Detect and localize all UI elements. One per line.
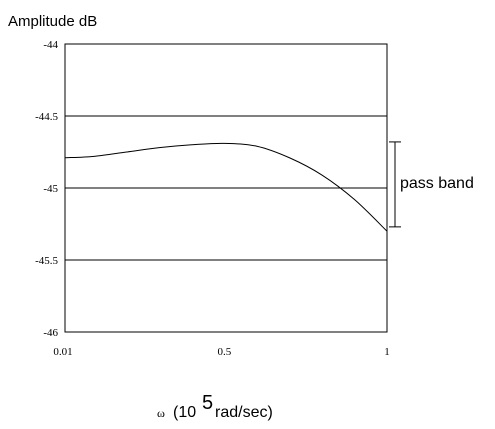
y-tick-label: -44.5 bbox=[35, 111, 58, 123]
x-axis-label-open: (10 bbox=[173, 404, 196, 421]
grid-lines bbox=[65, 115, 387, 261]
pass-band-annotation: pass band bbox=[389, 141, 474, 228]
y-axis-label: Amplitude dB bbox=[8, 13, 97, 30]
plot-frame bbox=[64, 43, 388, 333]
x-tick-label: 0.5 bbox=[217, 346, 231, 358]
x-tick-label: 0.01 bbox=[53, 346, 72, 358]
pass-band-label: pass band bbox=[400, 175, 474, 192]
y-tick-label: -45 bbox=[43, 183, 58, 195]
y-tick-labels: -44 -44.5 -45 -45.5 -46 bbox=[35, 39, 58, 339]
x-axis-label: ω (10 5 rad/sec) bbox=[157, 392, 273, 421]
y-tick-label: -46 bbox=[43, 327, 58, 339]
series-layer bbox=[64, 142, 388, 232]
y-tick-label: -45.5 bbox=[35, 255, 58, 267]
series-line bbox=[64, 142, 388, 232]
x-tick-label: 1 bbox=[384, 346, 390, 358]
x-axis-label-exponent: 5 bbox=[202, 392, 213, 414]
x-tick-labels: 0.01 0.5 1 bbox=[53, 346, 389, 358]
x-axis-label-unit: rad/sec) bbox=[215, 404, 273, 421]
y-tick-label: -44 bbox=[43, 39, 58, 51]
x-axis-symbol: ω bbox=[157, 406, 165, 420]
